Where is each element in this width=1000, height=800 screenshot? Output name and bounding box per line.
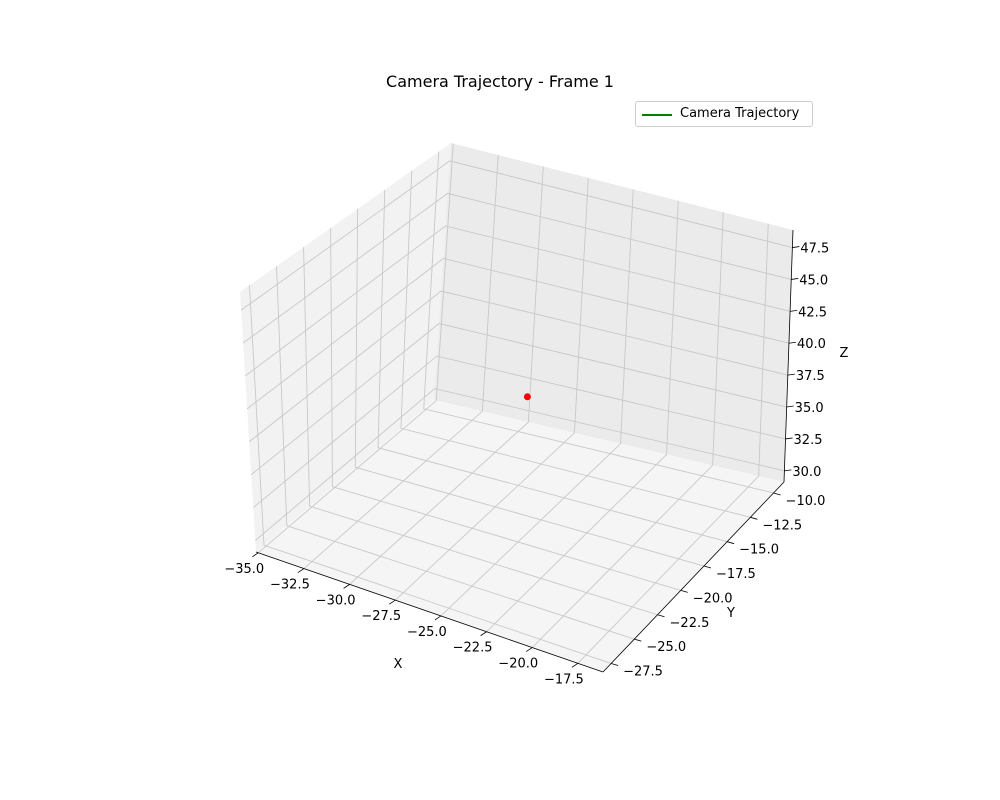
grid-line-x (257, 143, 454, 554)
grid-line-z (244, 225, 791, 377)
y-tick-mark (773, 492, 781, 496)
x-tick-mark (571, 662, 579, 668)
y-tick-mark (657, 614, 665, 618)
y-tick-label: −15.0 (739, 543, 779, 558)
x-axis-label: X (394, 657, 403, 672)
y-tick-label: −20.0 (693, 591, 733, 606)
axis-labels: X Y Z (394, 346, 849, 672)
x-tick-label: −20.0 (498, 657, 538, 672)
x-tick-label: −27.5 (361, 609, 401, 624)
grid-line-x (486, 200, 679, 633)
grid-line-y (400, 170, 751, 518)
x-tick-mark (434, 615, 442, 621)
z-tick-mark (786, 405, 794, 408)
current-camera-point (523, 393, 531, 401)
z-tick-label: 32.5 (794, 433, 823, 448)
grid-line-z (240, 160, 793, 311)
y-axis-line (602, 481, 785, 673)
x-tick-mark (526, 647, 533, 652)
x-tick-mark (297, 568, 305, 573)
y-tick-mark (611, 663, 619, 666)
grid-line-z (252, 355, 786, 508)
z-tick-label: 30.0 (792, 465, 821, 480)
y-tick-mark (680, 590, 688, 593)
z-tick-mark (784, 469, 792, 472)
x-axis-line (255, 551, 604, 673)
x-tick-label: −17.5 (544, 672, 584, 687)
grid-line-y (276, 266, 635, 640)
chart-title: Camera Trajectory - Frame 1 (386, 72, 614, 91)
y-tick-mark (703, 565, 712, 569)
y-tick-label: −25.0 (646, 640, 686, 655)
x-tick-label: −22.5 (453, 641, 493, 656)
grid-line-x (303, 154, 499, 569)
z-tick-mark (792, 246, 800, 248)
tick-labels: −35.0 −32.5 −30.0 −27.5 −25.0 −22.5 −20.0 −17.5… (224, 242, 829, 688)
grid-lines (240, 143, 793, 664)
left-wall-pane (240, 143, 451, 552)
x-tick-label: −35.0 (224, 562, 264, 577)
grid-line-x (440, 189, 634, 617)
x-tick-mark (343, 584, 350, 589)
back-wall-pane (434, 143, 793, 482)
y-tick-mark (634, 638, 642, 642)
z-tick-label: 35.0 (795, 401, 824, 416)
grid-line-z (246, 257, 790, 410)
grid-line-y (249, 285, 612, 664)
grid-line-x (394, 177, 589, 601)
y-tick-mark (750, 516, 758, 520)
grid-line-z (242, 192, 792, 344)
grid-line-x (577, 223, 769, 664)
x-tick-mark (389, 599, 396, 605)
grid-line-y (303, 247, 658, 616)
grid-line-z (255, 388, 785, 541)
y-axis-label: Y (726, 606, 735, 621)
x-tick-label: −30.0 (316, 593, 356, 608)
z-tick-label: 40.0 (797, 337, 826, 352)
x-tick-mark (480, 631, 487, 637)
z-tick-mark (787, 373, 795, 376)
grid-line-y (423, 151, 774, 494)
data-points (523, 393, 531, 401)
z-tick-label: 47.5 (800, 242, 829, 257)
x-tick-label: −32.5 (270, 578, 310, 593)
grid-line-z (250, 323, 787, 476)
z-tick-label: 42.5 (798, 305, 827, 320)
legend-label: Camera Trajectory (680, 106, 800, 121)
y-tick-label: −22.5 (670, 616, 710, 631)
grid-line-y (354, 208, 705, 567)
grid-line-y (377, 189, 728, 543)
z-tick-mark (790, 309, 798, 312)
y-tick-label: −17.5 (716, 567, 756, 582)
x-tick-mark (252, 552, 259, 558)
z-tick-label: 37.5 (796, 369, 825, 384)
z-tick-label: 45.0 (799, 273, 828, 288)
floor-pane (256, 400, 784, 672)
z-axis-line (783, 229, 794, 483)
axis-edges (255, 229, 794, 673)
z-axis-label: Z (840, 346, 849, 361)
grid-line-y (330, 228, 681, 591)
z-tick-mark (785, 437, 793, 440)
axis-panes (240, 143, 793, 672)
legend: Camera Trajectory (635, 101, 813, 127)
x-tick-label: −25.0 (407, 625, 447, 640)
grid-line-z (248, 290, 788, 443)
y-tick-label: −10.0 (786, 494, 826, 509)
y-tick-label: −12.5 (762, 518, 802, 533)
legend-line-swatch (642, 114, 672, 116)
grid-line-x (531, 212, 724, 648)
z-tick-mark (788, 341, 797, 344)
z-tick-mark (791, 278, 799, 280)
y-tick-mark (727, 541, 735, 545)
y-tick-label: −27.5 (623, 664, 663, 679)
grid-line-x (349, 166, 544, 585)
